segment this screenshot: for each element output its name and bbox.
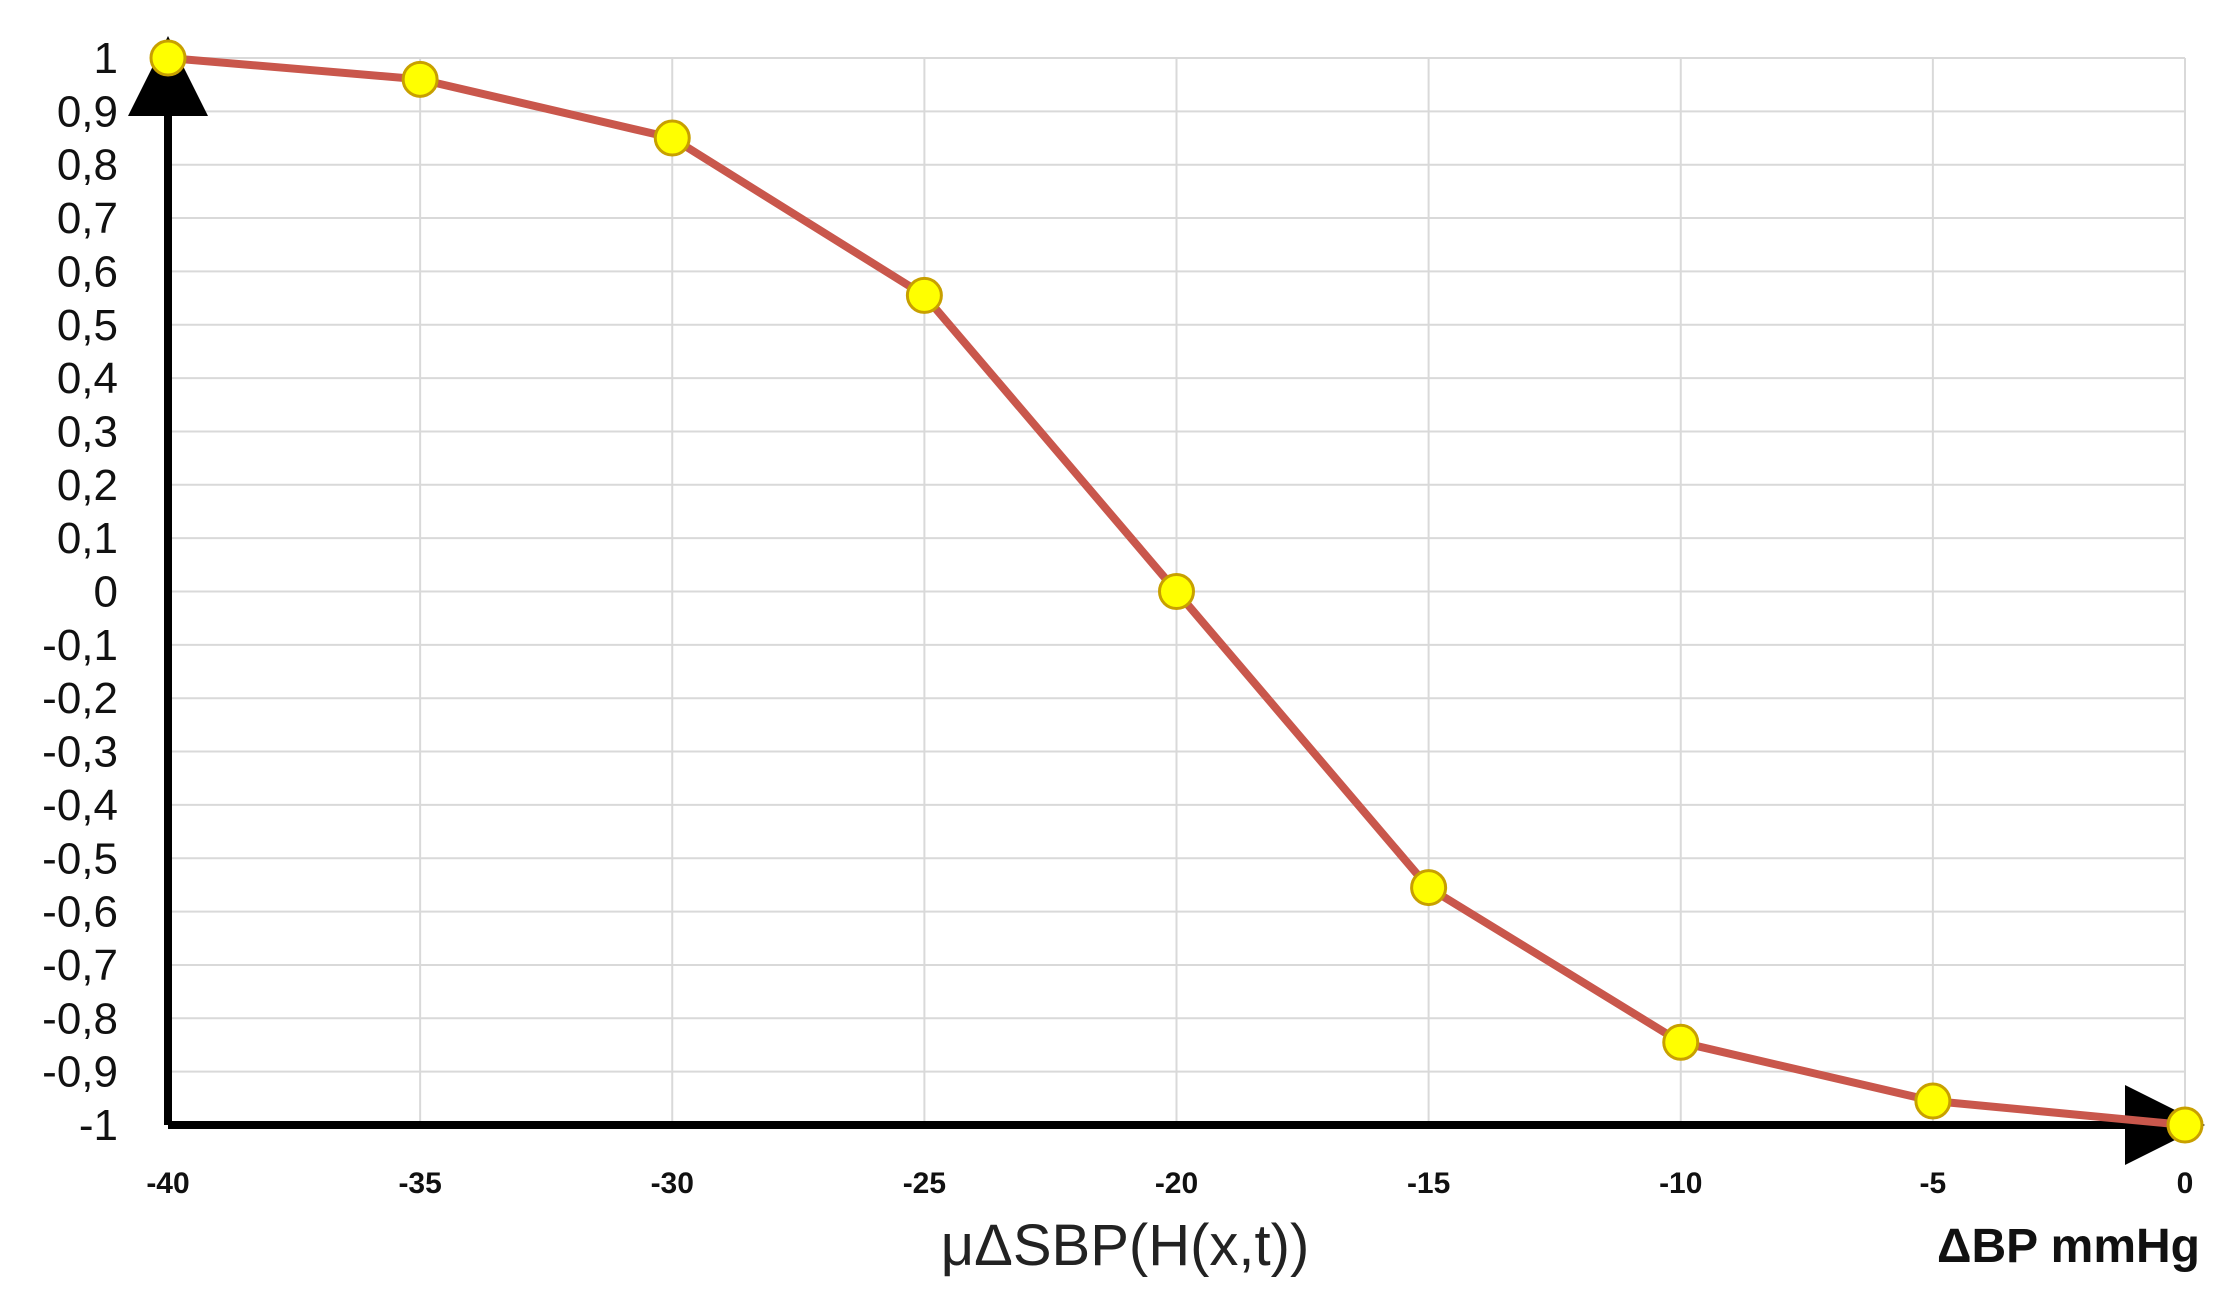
x-tick-label: -35 (398, 1167, 441, 1200)
x-tick-label: -30 (651, 1167, 694, 1200)
data-point (1662, 1023, 1700, 1061)
y-tick-label: -0,3 (42, 728, 118, 777)
x-tick-label: -10 (1659, 1167, 1702, 1200)
x-axis-unit-label: ΔBP mmHg (1937, 1220, 2200, 1273)
series (149, 39, 2204, 1144)
x-tick-label: 0 (2177, 1167, 2194, 1200)
y-tick-labels: 10,9 0,80,70,6 0,50,40,3 0,20,1 0-0,1-0,2 -0,… (42, 34, 118, 1150)
y-tick-label: -0,9 (42, 1048, 118, 1097)
x-tick-label: -5 (1920, 1167, 1947, 1200)
y-tick-label: 0 (94, 568, 118, 617)
y-tick-label: -0,8 (42, 994, 118, 1043)
data-point (1914, 1082, 1952, 1120)
x-tick-label: -20 (1155, 1167, 1198, 1200)
data-point (653, 119, 691, 157)
y-tick-label: 0,9 (57, 87, 118, 136)
y-tick-label: 0,5 (57, 301, 118, 350)
y-tick-label: 0,6 (57, 247, 118, 296)
x-tick-labels: -40 -35 -30 -25 -20 -15 -10 -5 0 (146, 1167, 2193, 1200)
y-tick-label: 0,8 (57, 141, 118, 190)
grid (167, 57, 2186, 1126)
data-point (1158, 573, 1195, 610)
y-tick-label: -1 (79, 1101, 118, 1150)
data-point (401, 60, 439, 98)
x-tick-label: -40 (146, 1167, 189, 1200)
x-tick-label: -25 (903, 1167, 946, 1200)
y-tick-label: 1 (94, 34, 118, 83)
data-point (149, 39, 187, 77)
y-tick-label: -0,4 (42, 781, 118, 830)
data-point (1410, 869, 1448, 907)
y-tick-label: -0,6 (42, 888, 118, 937)
data-point (2166, 1106, 2204, 1144)
y-tick-label: 0,3 (57, 407, 118, 456)
y-tick-label: 0,2 (57, 461, 118, 510)
y-tick-label: 0,1 (57, 514, 118, 563)
y-tick-label: -0,2 (42, 674, 118, 723)
y-tick-label: -0,1 (42, 621, 118, 670)
data-point (905, 276, 943, 314)
y-tick-label: 0,4 (57, 354, 118, 403)
x-axis-label: μΔSBP(H(x,t)) (941, 1213, 1310, 1278)
axes (128, 36, 2205, 1165)
y-tick-label: -0,5 (42, 834, 118, 883)
y-tick-label: 0,7 (57, 194, 118, 243)
y-tick-label: -0,7 (42, 941, 118, 990)
x-tick-label: -15 (1407, 1167, 1450, 1200)
